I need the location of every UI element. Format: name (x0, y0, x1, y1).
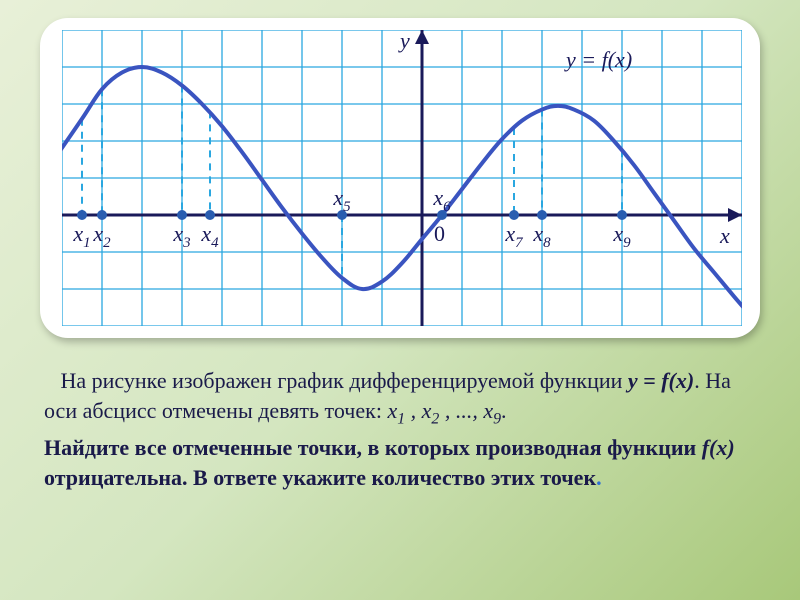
fx-inline: f(x) (702, 435, 735, 460)
svg-text:0: 0 (434, 221, 445, 246)
slide-root: x1x2x3x4x5x6x7x8x90yxy = f(x) На рисунке… (0, 0, 800, 600)
p2a: Найдите все отмеченные точки, в которых … (44, 435, 702, 460)
problem-text: На рисунке изображен график дифференциру… (30, 366, 770, 493)
svg-text:x: x (719, 223, 730, 248)
points-seq: x1 , x2 , ..., x9 (387, 398, 501, 423)
chart-card: x1x2x3x4x5x6x7x8x90yxy = f(x) (40, 18, 760, 338)
svg-text:x4: x4 (200, 221, 219, 251)
paragraph-1: На рисунке изображен график дифференциру… (44, 366, 756, 427)
chart-area: x1x2x3x4x5x6x7x8x90yxy = f(x) (62, 30, 742, 326)
paragraph-2: Найдите все отмеченные точки, в которых … (44, 433, 756, 494)
svg-text:x7: x7 (504, 221, 523, 251)
p1a: На рисунке изображен график дифференциру… (61, 368, 628, 393)
p2b: отрицательна. В ответе укажите количеств… (44, 465, 596, 490)
svg-text:y: y (398, 30, 410, 53)
p2c: . (596, 465, 602, 490)
chart-svg: x1x2x3x4x5x6x7x8x90yxy = f(x) (62, 30, 742, 326)
svg-text:x1: x1 (72, 221, 90, 251)
equation-inline: y = f(x) (628, 368, 694, 393)
svg-text:y = f(x): y = f(x) (564, 47, 632, 72)
p1c: . (501, 398, 507, 423)
